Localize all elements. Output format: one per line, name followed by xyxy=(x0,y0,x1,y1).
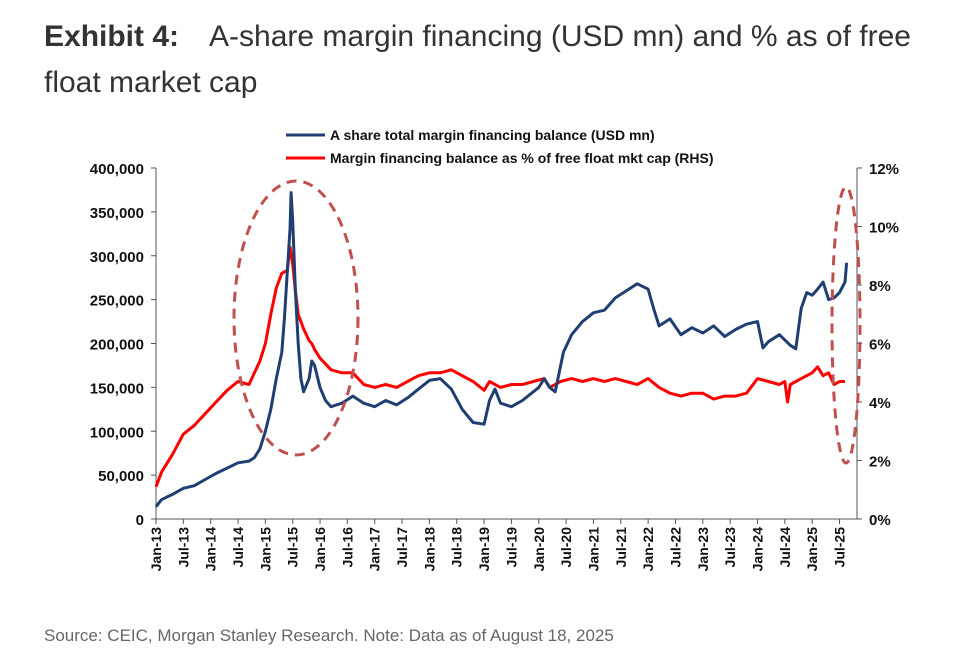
x-tick-label: Jan-25 xyxy=(804,527,820,572)
left-tick-label: 100,000 xyxy=(90,424,144,441)
right-tick-label: 2% xyxy=(869,454,891,471)
x-tick-label: Jul-15 xyxy=(285,527,301,568)
left-tick-label: 300,000 xyxy=(90,249,144,266)
chart-axes xyxy=(155,168,858,520)
right-tick-label: 4% xyxy=(869,395,891,412)
x-tick-label: Jul-16 xyxy=(339,527,355,568)
x-tick-label: Jul-14 xyxy=(230,527,246,568)
legend-pct-label: Margin financing balance as % of free fl… xyxy=(330,150,714,166)
x-tick-label: Jul-18 xyxy=(449,527,465,568)
x-tick-label: Jul-21 xyxy=(613,527,629,568)
x-tick-label: Jan-16 xyxy=(312,527,328,572)
exhibit-title-text: A-share margin financing (USD mn) and % … xyxy=(44,20,911,99)
highlight-ellipse-2015 xyxy=(232,179,360,457)
legend: A share total margin financing balance (… xyxy=(286,127,714,166)
x-tick-label: Jan-21 xyxy=(585,527,601,572)
x-tick-label: Jul-23 xyxy=(722,527,738,568)
margin-financing-chart: 0 50,000 100,000 150,000 200,000 250,000 300,0… xyxy=(90,127,899,571)
exhibit-label: Exhibit 4: xyxy=(44,20,180,53)
right-axis-ticks: 0% 2% 4% 6% 8% 10% 12% xyxy=(857,161,899,529)
x-tick-label: Jan-15 xyxy=(257,527,273,572)
source-note: Source: CEIC, Morgan Stanley Research. N… xyxy=(44,626,614,645)
x-axis-ticks: Jan-13 Jul-13 Jan-14 Jul-14 Jan-15 Jul-15 Jan-… xyxy=(148,519,848,571)
x-tick-label: Jan-14 xyxy=(203,527,219,572)
x-tick-label: Jul-19 xyxy=(503,527,519,568)
right-tick-label: 8% xyxy=(869,278,891,295)
x-tick-label: Jul-24 xyxy=(777,527,793,568)
right-tick-label: 0% xyxy=(869,512,891,529)
left-tick-label: 50,000 xyxy=(98,468,144,485)
series-lines xyxy=(154,191,849,508)
x-tick-label: Jan-22 xyxy=(640,527,656,572)
x-tick-label: Jan-17 xyxy=(367,527,383,572)
balance-series-line xyxy=(154,191,849,508)
left-tick-label: 250,000 xyxy=(90,293,144,310)
pct-series-line xyxy=(154,245,845,488)
x-tick-label: Jan-20 xyxy=(531,527,547,572)
right-tick-label: 10% xyxy=(869,220,899,237)
x-tick-label: Jul-13 xyxy=(175,527,191,568)
x-tick-label: Jul-20 xyxy=(558,527,574,568)
x-tick-label: Jul-17 xyxy=(394,527,410,568)
left-tick-label: 0 xyxy=(136,512,144,529)
x-tick-label: Jan-13 xyxy=(148,527,164,572)
x-tick-label: Jul-25 xyxy=(832,527,848,568)
x-tick-label: Jan-23 xyxy=(695,527,711,572)
legend-balance-label: A share total margin financing balance (… xyxy=(330,127,655,143)
x-tick-label: Jan-18 xyxy=(421,527,437,572)
right-tick-label: 6% xyxy=(869,337,891,354)
left-axis-ticks: 0 50,000 100,000 150,000 200,000 250,000 300,0… xyxy=(90,161,156,529)
highlight-ellipse-2025 xyxy=(830,185,862,465)
left-tick-label: 200,000 xyxy=(90,337,144,354)
left-tick-label: 150,000 xyxy=(90,380,144,397)
left-tick-label: 350,000 xyxy=(90,205,144,222)
right-tick-label: 12% xyxy=(869,161,899,178)
left-tick-label: 400,000 xyxy=(90,161,144,178)
annotations xyxy=(232,179,862,465)
x-tick-label: Jul-22 xyxy=(667,527,683,568)
exhibit-title: Exhibit 4: A-share margin financing (USD … xyxy=(44,14,944,106)
x-tick-label: Jan-19 xyxy=(476,527,492,572)
x-tick-label: Jan-24 xyxy=(749,527,765,572)
